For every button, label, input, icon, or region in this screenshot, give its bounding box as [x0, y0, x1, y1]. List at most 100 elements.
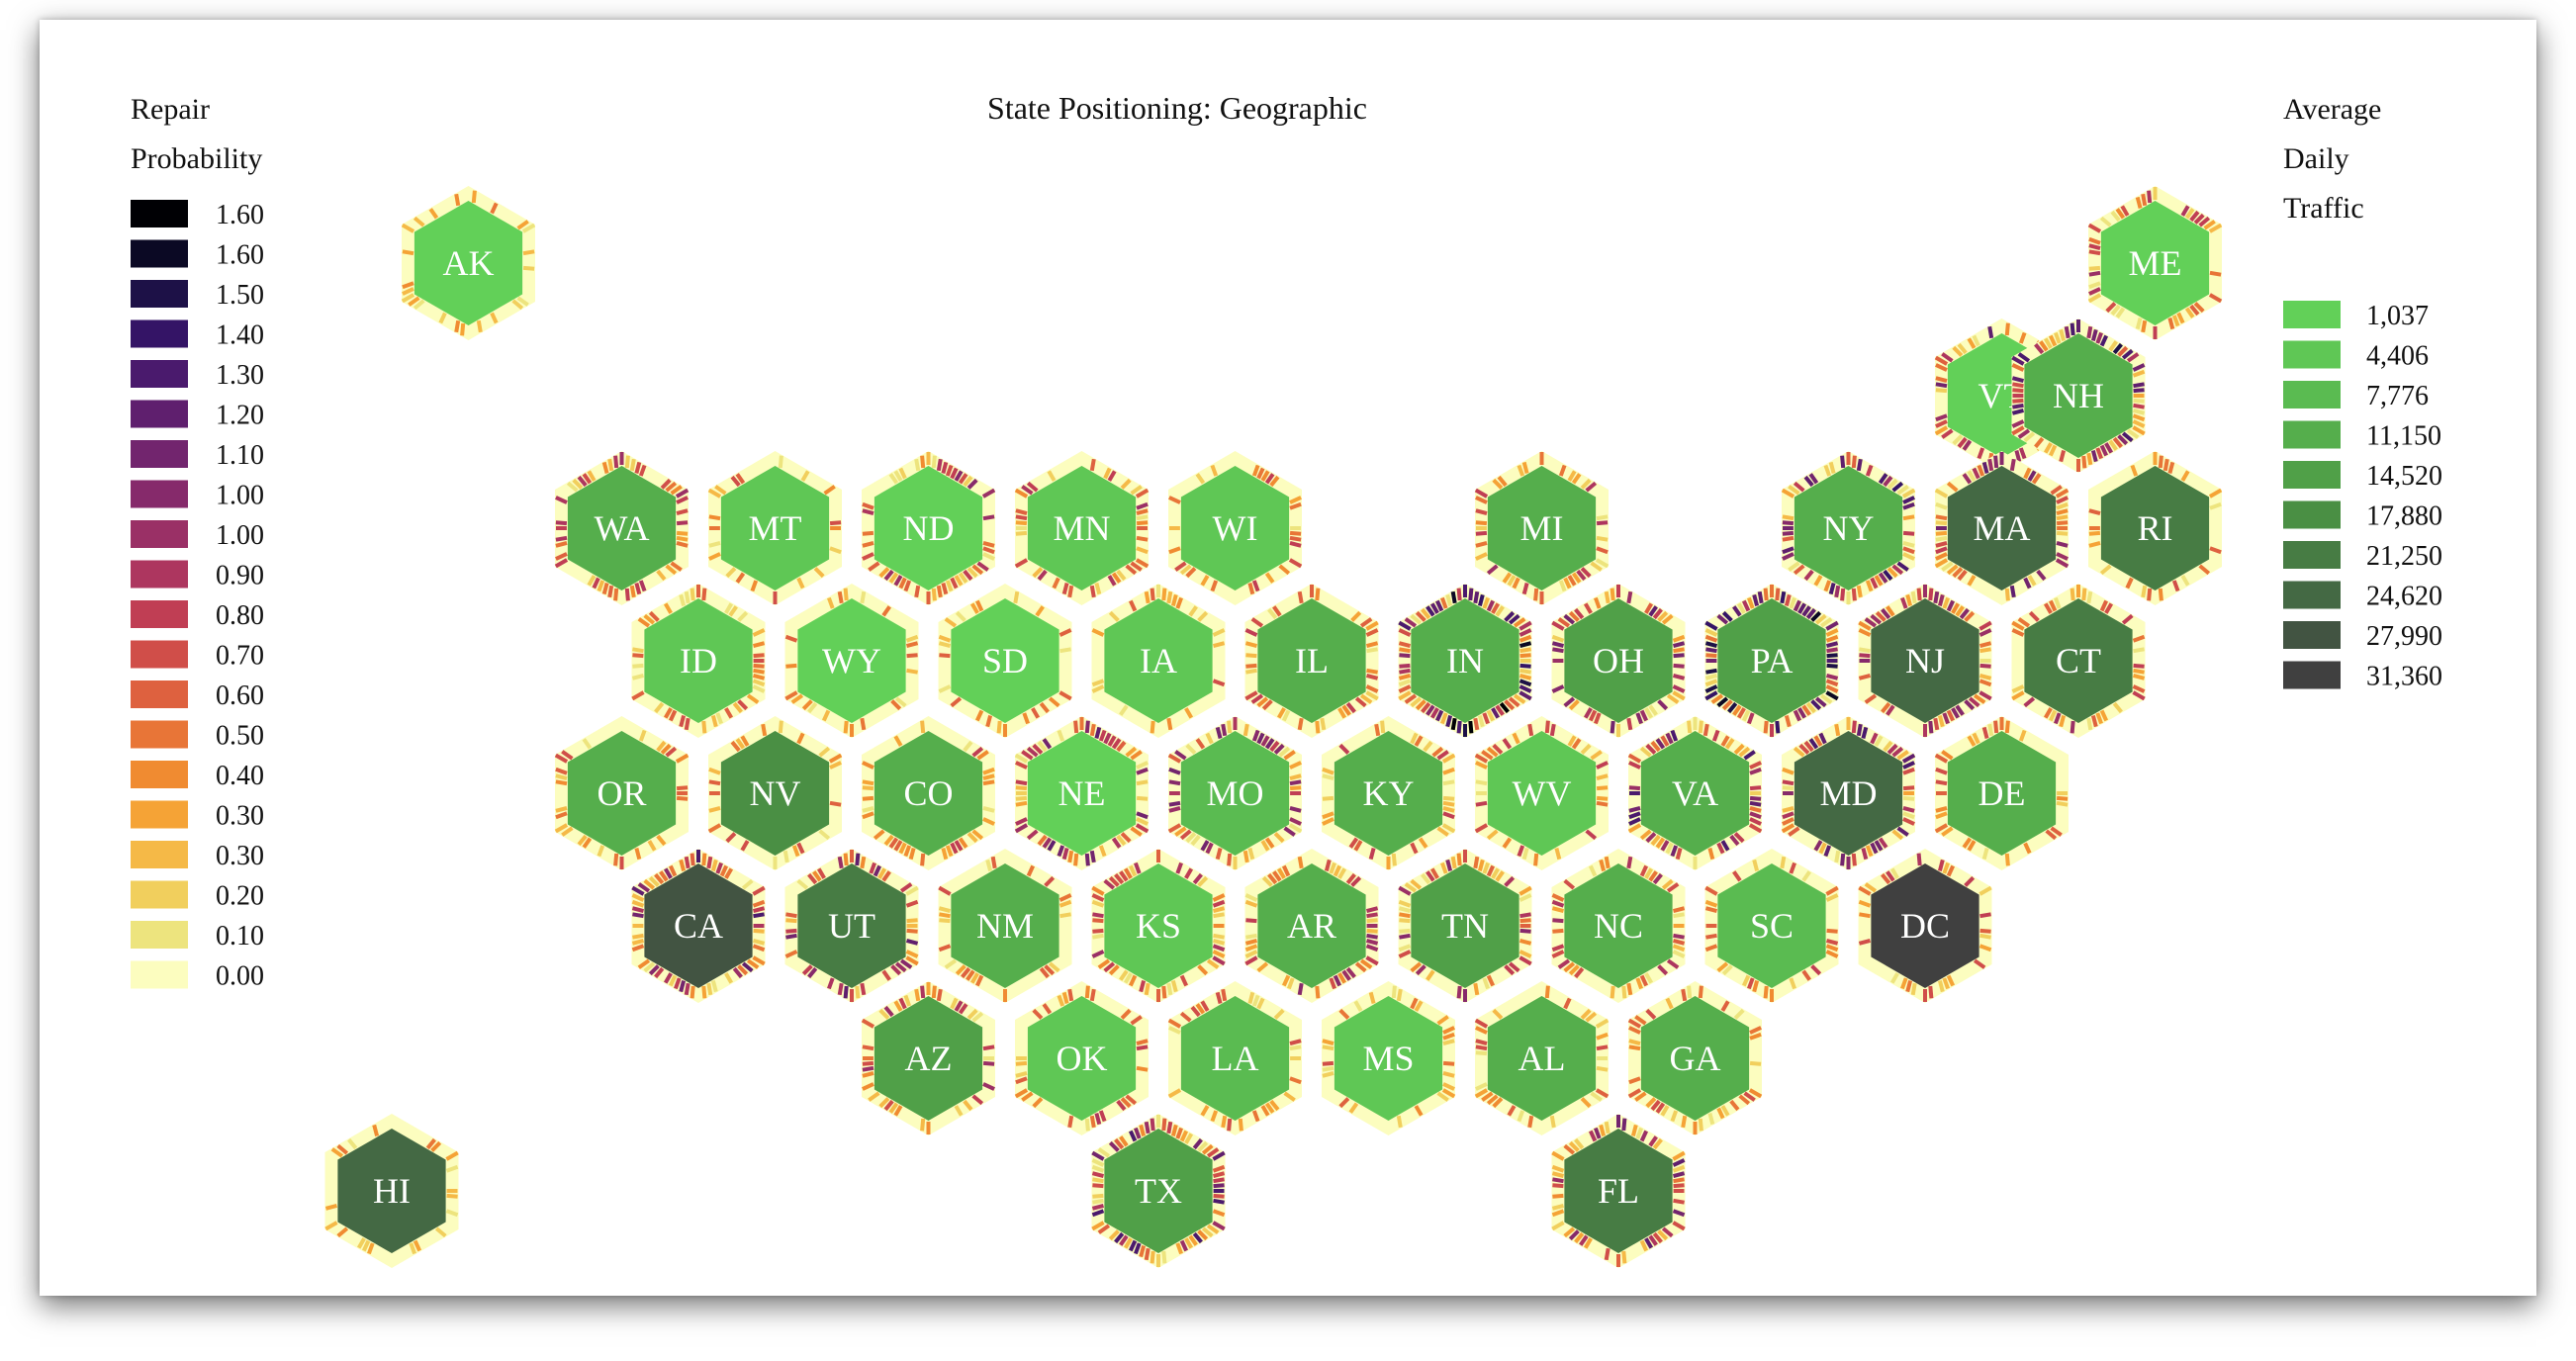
- repair-stripe: [1477, 714, 1485, 728]
- repair-stripe: [1338, 743, 1350, 755]
- repair-stripe: [1552, 928, 1564, 934]
- repair-stripe: [2056, 496, 2069, 504]
- repair-stripe: [1015, 779, 1028, 786]
- repair-stripe: [2043, 442, 2053, 454]
- repair-stripe: [1934, 558, 1949, 569]
- repair-stripe: [1864, 693, 1878, 704]
- repair-stripe: [1414, 1105, 1424, 1117]
- repair-stripe: [1134, 862, 1142, 874]
- state-hex-oh: OH: [1551, 584, 1686, 738]
- repair-stripe: [1955, 704, 1965, 716]
- repair-stripe: [1518, 950, 1532, 958]
- repair-stripe: [582, 837, 593, 849]
- state-code-label: NM: [976, 906, 1034, 946]
- repair-stripe: [883, 1099, 894, 1112]
- repair-stripe: [843, 588, 849, 601]
- repair-stripe: [1782, 767, 1794, 775]
- repair-stripe: [1410, 878, 1423, 890]
- repair-stripe: [1878, 473, 1888, 485]
- repair-stripe: [1210, 1110, 1219, 1123]
- repair-stripe: [1015, 1060, 1028, 1066]
- repair-stripe: [1634, 1015, 1647, 1026]
- repair-stripe: [1410, 696, 1423, 708]
- repair-stripe: [1775, 588, 1781, 601]
- repair-stripe: [1645, 1097, 1657, 1109]
- repair-stripe: [665, 746, 678, 758]
- legend-label: 1.20: [216, 401, 264, 431]
- repair-stripe: [2056, 540, 2069, 548]
- repair-stripe: [1111, 738, 1122, 750]
- repair-stripe: [966, 969, 975, 981]
- repair-stripe: [1365, 684, 1379, 693]
- repair-stripe: [1571, 572, 1582, 584]
- repair-stripe: [2011, 408, 2025, 415]
- legend-label: 0.10: [216, 921, 264, 952]
- repair-stripe: [862, 805, 874, 813]
- repair-stripe: [1057, 994, 1065, 1007]
- repair-stripe: [1354, 696, 1367, 708]
- state-code-label: SC: [1750, 906, 1794, 946]
- repair-stripe: [829, 800, 842, 807]
- repair-stripe: [1935, 520, 1948, 526]
- repair-stripe: [1136, 795, 1149, 801]
- repair-stripe: [735, 473, 746, 485]
- repair-stripe: [1091, 628, 1105, 637]
- repair-stripe: [1315, 720, 1321, 734]
- repair-stripe: [971, 1094, 984, 1106]
- repair-stripe: [2189, 304, 2200, 317]
- repair-stripe: [801, 875, 813, 887]
- repair-stripe: [643, 696, 656, 708]
- repair-stripe: [1410, 732, 1419, 745]
- repair-stripe: [1736, 602, 1746, 614]
- repair-stripe: [1518, 885, 1532, 896]
- repair-stripe: [2048, 444, 2058, 457]
- legend-swatch: [2283, 461, 2341, 489]
- repair-stripe: [1747, 712, 1755, 725]
- repair-stripe: [1981, 847, 1989, 861]
- repair-stripe: [914, 458, 921, 472]
- state-hex-nh: NH: [2011, 318, 2146, 473]
- repair-stripe: [1933, 717, 1940, 731]
- repair-stripe: [2112, 701, 2123, 714]
- repair-stripe: [2162, 458, 2169, 472]
- repair-stripe: [938, 906, 952, 914]
- repair-stripe: [1039, 701, 1050, 714]
- repair-stripe: [1348, 837, 1359, 849]
- repair-stripe: [1399, 933, 1411, 940]
- repair-stripe: [643, 961, 656, 973]
- hex-inner-fill: [1947, 466, 2057, 590]
- repair-stripe: [1015, 817, 1028, 826]
- repair-stripe: [837, 590, 844, 604]
- state-hex-il: IL: [1244, 584, 1379, 738]
- repair-stripe: [1289, 817, 1302, 826]
- repair-stripe: [1434, 709, 1444, 722]
- legend-label: 1.40: [216, 320, 264, 351]
- repair-stripe: [1782, 508, 1794, 516]
- repair-stripe: [1475, 508, 1488, 516]
- repair-stripe: [1928, 853, 1934, 866]
- repair-stripe: [784, 690, 798, 701]
- repair-stripe: [2141, 193, 2148, 207]
- repair-stripe: [862, 811, 874, 820]
- repair-stripe: [1782, 817, 1794, 826]
- repair-stripe: [1749, 817, 1762, 826]
- repair-stripe: [1337, 867, 1347, 879]
- legend-title-line: Daily: [2283, 142, 2349, 175]
- repair-stripe: [324, 1221, 338, 1231]
- repair-stripe: [1987, 458, 1994, 472]
- repair-stripe: [1527, 723, 1534, 737]
- repair-stripe: [898, 577, 907, 590]
- repair-stripe: [1058, 955, 1072, 966]
- repair-stripe: [1775, 720, 1781, 734]
- repair-stripe: [862, 1070, 874, 1078]
- repair-stripe: [1264, 837, 1275, 849]
- repair-stripe: [1398, 634, 1412, 643]
- repair-stripe: [1580, 743, 1592, 755]
- repair-stripe: [1521, 461, 1529, 475]
- repair-stripe: [2011, 425, 2025, 436]
- repair-stripe: [1026, 564, 1039, 576]
- state-code-label: UT: [828, 906, 875, 946]
- repair-stripe: [1486, 746, 1499, 758]
- repair-stripe: [676, 508, 689, 516]
- repair-stripe: [1978, 641, 1992, 649]
